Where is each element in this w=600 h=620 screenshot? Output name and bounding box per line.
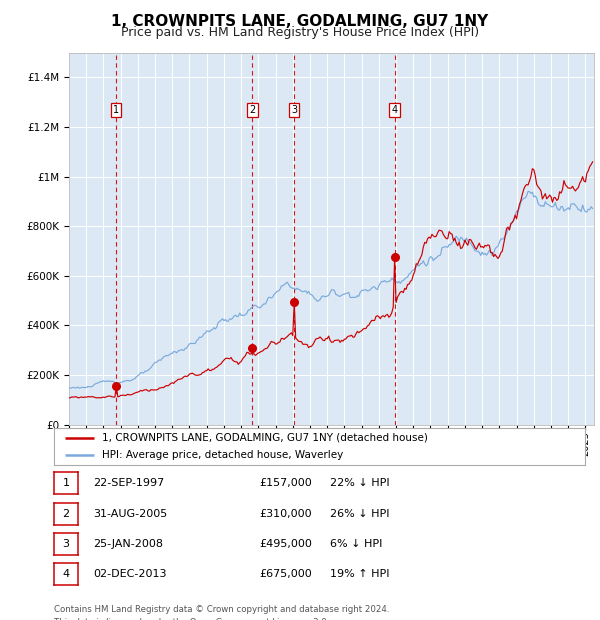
- Text: £310,000: £310,000: [259, 508, 312, 519]
- Text: Contains HM Land Registry data © Crown copyright and database right 2024.: Contains HM Land Registry data © Crown c…: [54, 605, 389, 614]
- Text: 4: 4: [62, 569, 70, 580]
- Text: 6% ↓ HPI: 6% ↓ HPI: [330, 539, 382, 549]
- Text: 3: 3: [291, 105, 297, 115]
- Text: 1: 1: [62, 478, 70, 489]
- Text: Price paid vs. HM Land Registry's House Price Index (HPI): Price paid vs. HM Land Registry's House …: [121, 26, 479, 39]
- Text: 31-AUG-2005: 31-AUG-2005: [93, 508, 167, 519]
- Text: 1: 1: [113, 105, 119, 115]
- Text: 22-SEP-1997: 22-SEP-1997: [93, 478, 164, 489]
- Text: This data is licensed under the Open Government Licence v3.0.: This data is licensed under the Open Gov…: [54, 619, 329, 620]
- Text: 26% ↓ HPI: 26% ↓ HPI: [330, 508, 389, 519]
- Text: HPI: Average price, detached house, Waverley: HPI: Average price, detached house, Wave…: [102, 450, 343, 460]
- Text: 3: 3: [62, 539, 70, 549]
- Text: £495,000: £495,000: [259, 539, 312, 549]
- Text: 25-JAN-2008: 25-JAN-2008: [93, 539, 163, 549]
- Text: 2: 2: [62, 508, 70, 519]
- Text: 1, CROWNPITS LANE, GODALMING, GU7 1NY: 1, CROWNPITS LANE, GODALMING, GU7 1NY: [112, 14, 488, 29]
- Text: 22% ↓ HPI: 22% ↓ HPI: [330, 478, 389, 489]
- Text: £157,000: £157,000: [259, 478, 312, 489]
- Text: 02-DEC-2013: 02-DEC-2013: [93, 569, 167, 580]
- Text: 4: 4: [392, 105, 398, 115]
- Text: 2: 2: [250, 105, 256, 115]
- Text: 19% ↑ HPI: 19% ↑ HPI: [330, 569, 389, 580]
- Text: 1, CROWNPITS LANE, GODALMING, GU7 1NY (detached house): 1, CROWNPITS LANE, GODALMING, GU7 1NY (d…: [102, 433, 428, 443]
- Text: £675,000: £675,000: [259, 569, 312, 580]
